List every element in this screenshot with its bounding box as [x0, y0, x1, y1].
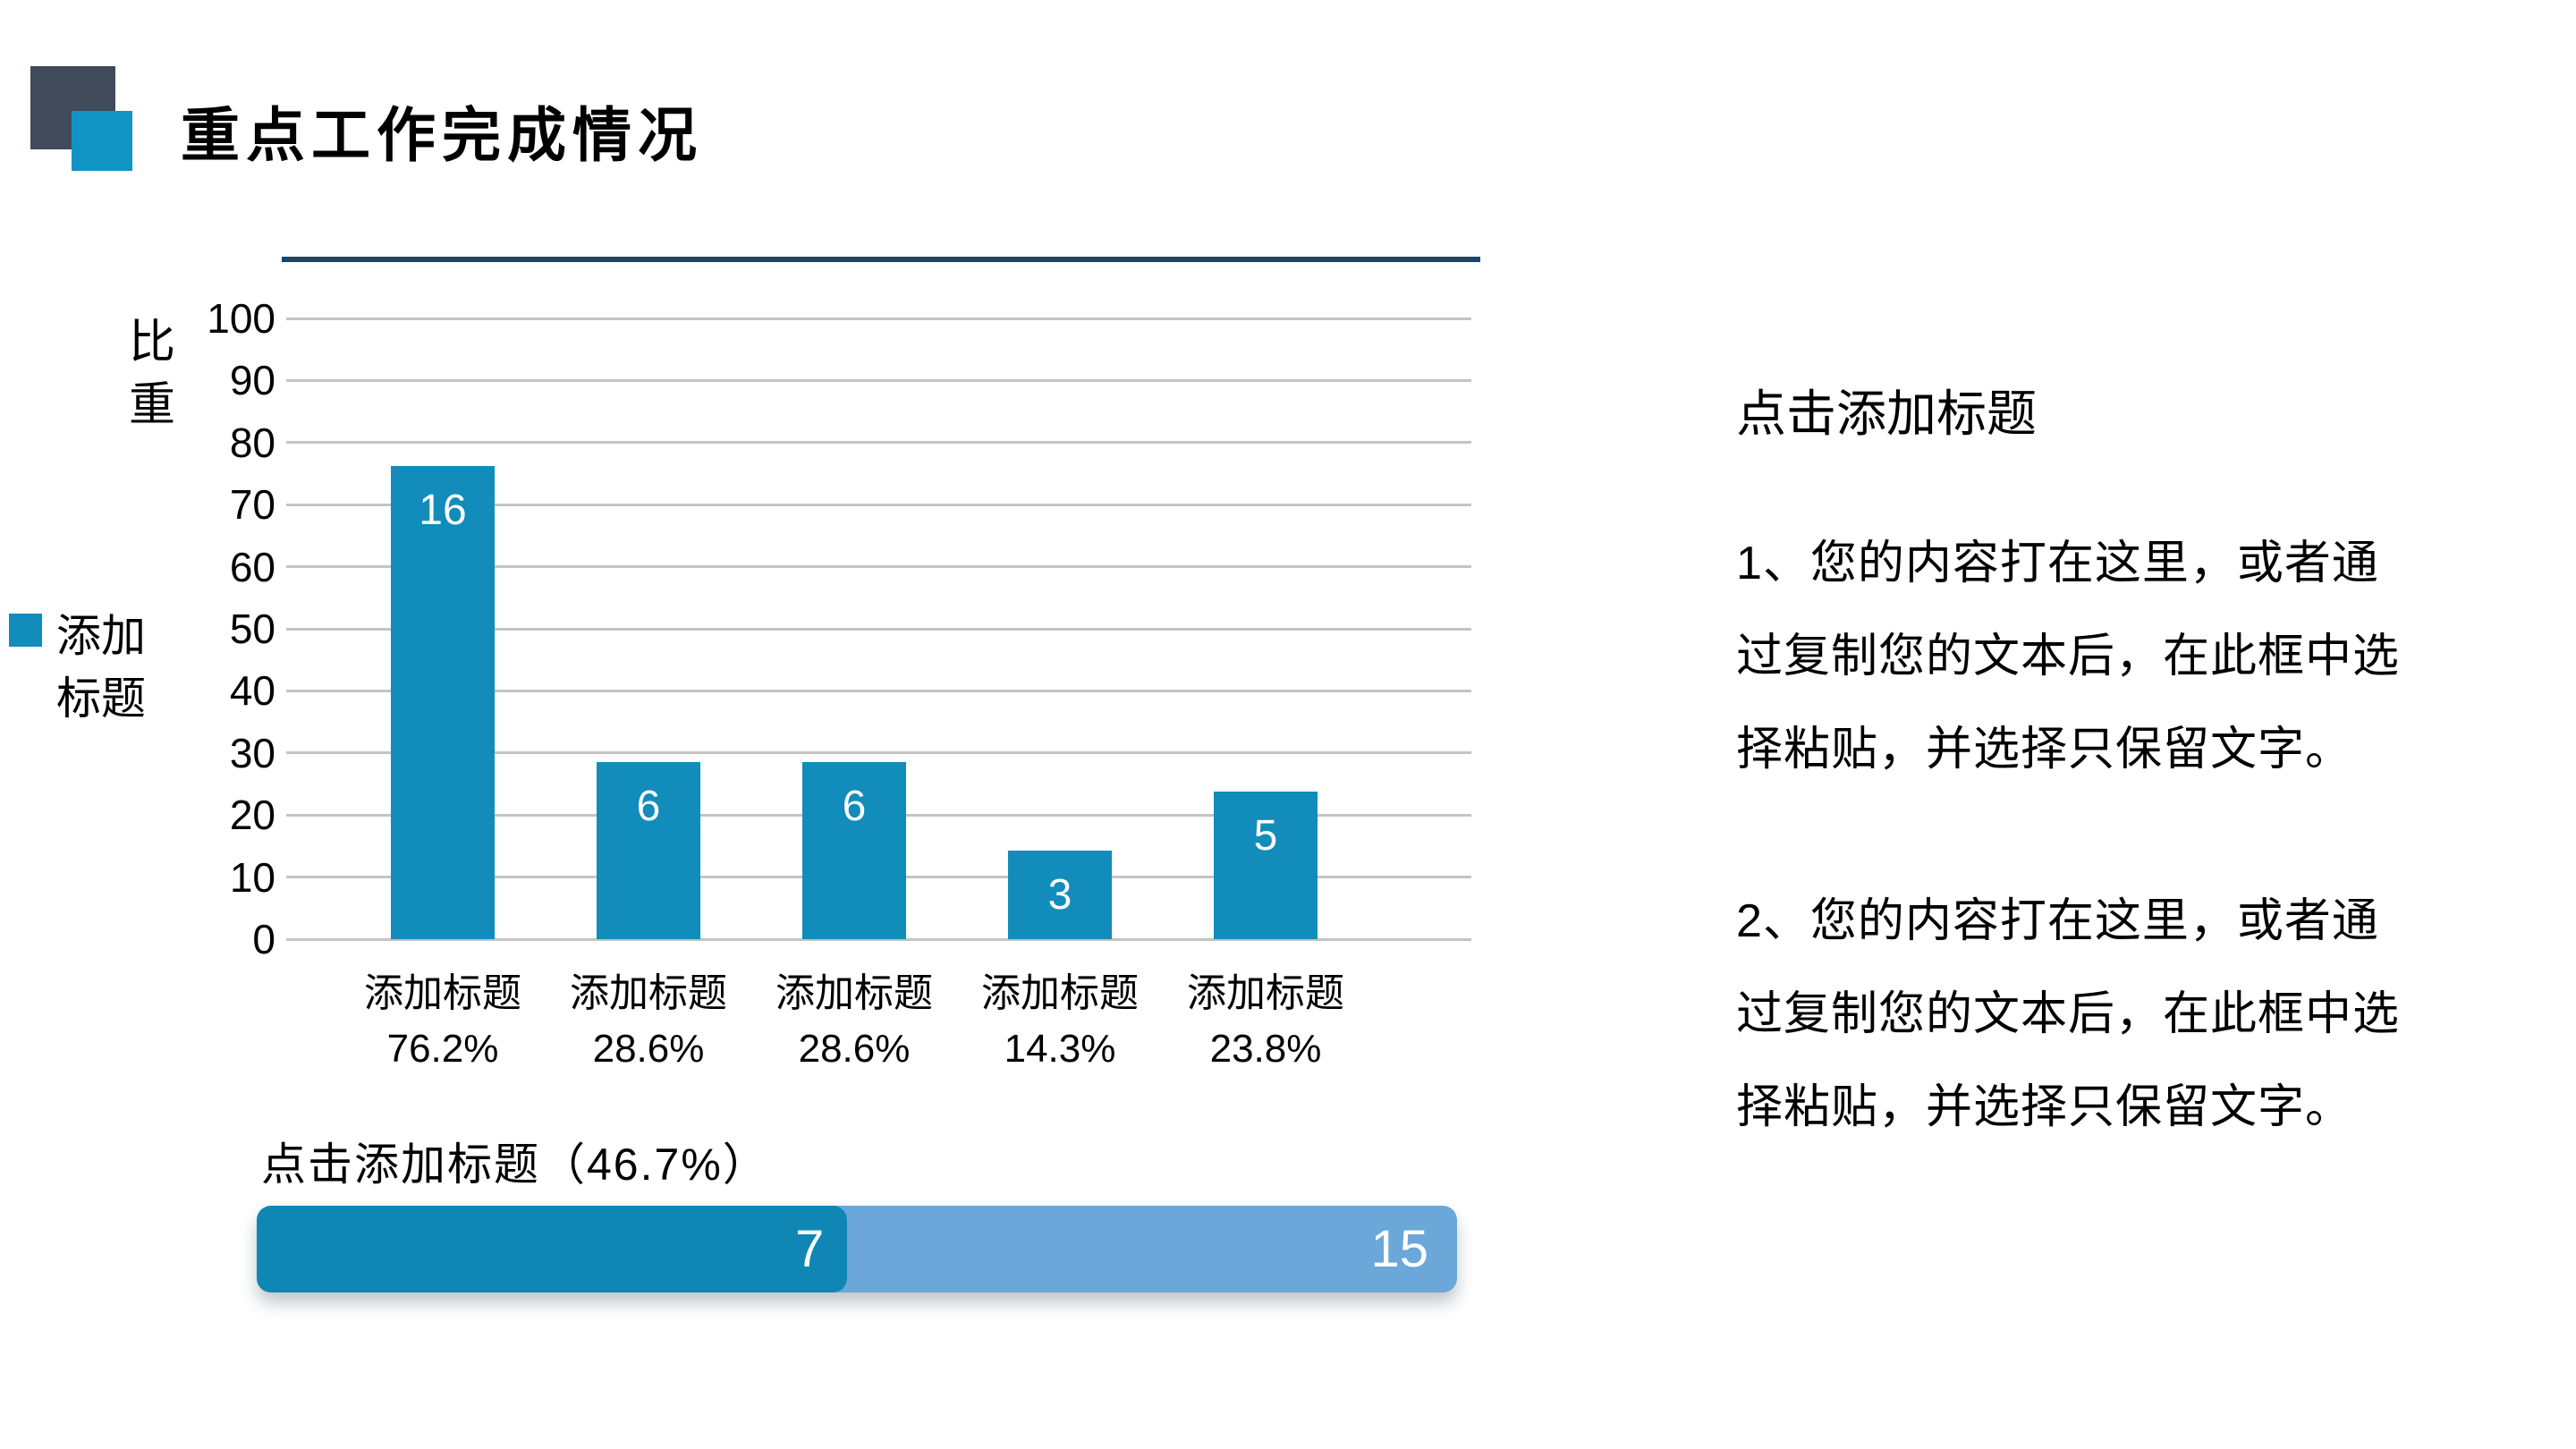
- panel-heading: 点击添加标题: [1736, 386, 2037, 442]
- gridline-100: [286, 317, 1471, 320]
- bar-3: 6: [802, 761, 906, 939]
- progress-light-value: 15: [1370, 1219, 1428, 1278]
- y-tick-label-40: 40: [229, 667, 275, 715]
- plot-area: 16 添加标题 76.2% 6 添加标题 28.6% 6 添加标题 28.6% 3 添加标题 …: [286, 317, 1471, 1071]
- bar-2: 6: [597, 761, 700, 939]
- y-axis-ticks: 0 10 20 30 40 50 60 70 80 90 100: [134, 295, 275, 962]
- progress-title: 点击添加标题（46.7%）: [261, 1140, 769, 1190]
- gridline-0: [286, 937, 1471, 941]
- y-axis-title: 比重: [128, 317, 175, 432]
- bar-value-label-2: 6: [636, 782, 661, 830]
- y-tick-label-0: 0: [252, 916, 275, 962]
- x-axis-label-2: 添加标题 28.6%: [570, 971, 727, 1071]
- x-axis-label-1: 添加标题 76.2%: [364, 971, 521, 1071]
- page-title: 重点工作完成情况: [181, 102, 703, 168]
- bar-4: 3: [1008, 850, 1112, 939]
- y-tick-label-30: 30: [229, 729, 275, 776]
- gridline-80: [286, 441, 1471, 445]
- progress-segment-dark: 7: [257, 1206, 848, 1292]
- progress-dark-value: 7: [794, 1219, 825, 1278]
- bar-1: 16: [391, 466, 495, 939]
- x-axis-label-4: 添加标题 14.3%: [981, 971, 1139, 1071]
- divider-line: [282, 257, 1480, 262]
- y-tick-label-100: 100: [207, 295, 275, 342]
- x-axis-label-5: 添加标题 23.8%: [1187, 971, 1344, 1071]
- gridline-90: [286, 378, 1471, 382]
- x-axis-label-3: 添加标题 28.6%: [775, 971, 933, 1071]
- gridline-60: [286, 565, 1471, 569]
- bar-value-label-3: 6: [842, 782, 867, 830]
- y-tick-label-90: 90: [229, 357, 275, 404]
- gridline-40: [286, 689, 1471, 692]
- bar-value-label-4: 3: [1047, 870, 1072, 919]
- bar-5: 5: [1214, 791, 1318, 939]
- y-tick-label-20: 20: [229, 792, 275, 839]
- legend-label: 添加 标题: [56, 611, 146, 724]
- panel-paragraph-1: 1、您的内容打在这里，或者通 过复制您的文本后，在此框中选 择粘贴，并选择只保留…: [1736, 538, 2401, 775]
- y-tick-label-50: 50: [229, 606, 275, 652]
- panel-paragraph-2: 2、您的内容打在这里，或者通 过复制您的文本后，在此框中选 择粘贴，并选择只保留…: [1736, 895, 2401, 1133]
- y-tick-label-70: 70: [229, 481, 275, 529]
- y-tick-label-80: 80: [229, 419, 275, 466]
- bar-value-label-5: 5: [1253, 811, 1278, 860]
- y-tick-label-10: 10: [229, 853, 275, 901]
- chart-legend: 添加 标题: [9, 605, 146, 730]
- title-accent-front-square: [72, 111, 132, 171]
- progress-track: 15 7: [257, 1206, 1457, 1292]
- gridline-50: [286, 627, 1471, 631]
- legend-swatch: [9, 614, 42, 647]
- y-tick-label-60: 60: [229, 543, 275, 590]
- gridline-70: [286, 503, 1471, 506]
- bar-value-label-1: 16: [419, 487, 467, 535]
- gridline-30: [286, 751, 1471, 755]
